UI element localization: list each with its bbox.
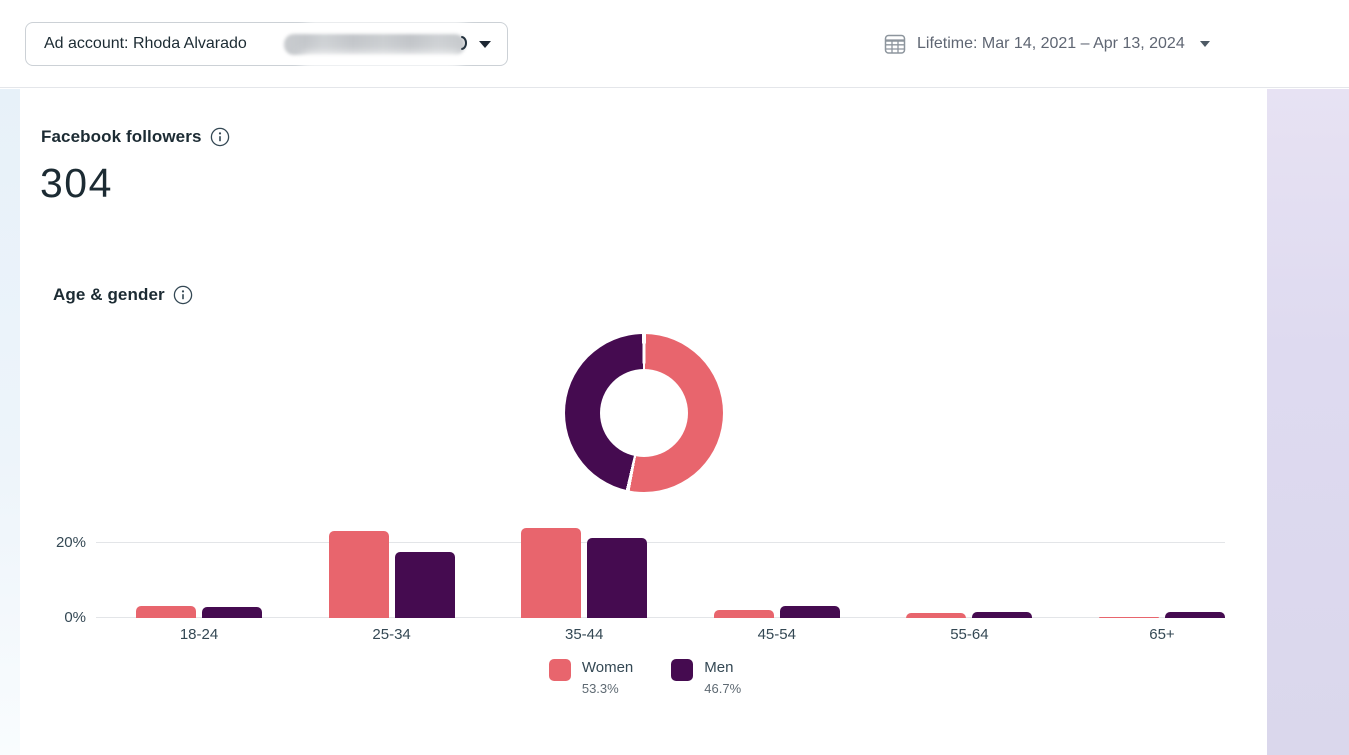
age-gender-title: Age & gender [53, 285, 165, 304]
bar-men-65+[interactable] [1164, 612, 1225, 618]
x-axis-label-55-64: 55-64 [950, 626, 989, 643]
y-axis-tick-0: 0% [64, 609, 86, 626]
legend-item-women: Women 53.3% [548, 659, 634, 696]
bar-group-45-54 [713, 606, 840, 618]
bar-group-35-44 [521, 528, 648, 618]
bar-men-18-24[interactable] [202, 607, 262, 618]
x-axis-label-18-24: 18-24 [179, 626, 219, 643]
bar-group-65+ [1098, 612, 1225, 618]
info-icon[interactable] [173, 285, 193, 305]
gender-donut-chart[interactable] [565, 334, 723, 492]
x-axis-label-35-44: 35-44 [565, 626, 604, 643]
legend-item-men: Men 46.7% [671, 659, 741, 696]
bar-group-18-24 [136, 606, 262, 618]
chevron-down-icon [479, 40, 491, 48]
gridline-20pct [96, 542, 1225, 543]
bar-groups [96, 506, 1225, 618]
right-background-band [1267, 89, 1349, 755]
women-color-swatch [548, 659, 571, 681]
ad-account-dropdown[interactable]: Ad account: Rhoda Alvarado [25, 22, 508, 66]
redaction-artifact [461, 36, 467, 50]
bar-group-55-64 [906, 612, 1033, 618]
ad-account-label: Ad account: Rhoda Alvarado [44, 35, 247, 52]
gridline-0pct [96, 617, 1225, 618]
legend-pct-women: 53.3% [581, 681, 619, 696]
date-range-picker[interactable]: Lifetime: Mar 14, 2021 – Apr 13, 2024 [884, 30, 1210, 58]
date-range-label: Lifetime: Mar 14, 2021 – Apr 13, 2024 [917, 35, 1185, 52]
calendar-icon [884, 33, 906, 55]
redacted-account-id [284, 34, 465, 55]
bar-men-55-64[interactable] [972, 612, 1033, 618]
left-background-strip [0, 89, 20, 755]
y-axis-tick-20: 20% [55, 534, 86, 551]
info-icon[interactable] [210, 127, 230, 147]
bar-group-25-34 [328, 531, 455, 618]
followers-title: Facebook followers [41, 127, 202, 146]
x-axis-labels: 18-24 25-34 35-44 45-54 55-64 65+ [96, 626, 1225, 643]
followers-count: 304 [40, 160, 113, 206]
legend-label-women: Women [581, 659, 634, 676]
followers-section-header: Facebook followers [41, 127, 230, 147]
chevron-down-icon [1199, 41, 1210, 47]
redaction-smudge [303, 3, 468, 24]
legend-label-men: Men [704, 659, 734, 676]
donut-hole [600, 369, 688, 457]
bar-women-35-44[interactable] [521, 528, 582, 618]
x-axis-label-45-54: 45-54 [757, 626, 796, 643]
bar-men-35-44[interactable] [587, 538, 648, 618]
x-axis-label-65+: 65+ [1149, 626, 1175, 643]
bar-men-45-54[interactable] [779, 606, 840, 618]
age-gender-section-header: Age & gender [53, 285, 193, 305]
chart-legend: Women 53.3% Men 46.7% [0, 659, 1290, 696]
bar-men-25-34[interactable] [394, 552, 455, 618]
bar-women-45-54[interactable] [713, 610, 774, 618]
bar-women-18-24[interactable] [136, 606, 196, 618]
top-bar: Ad account: Rhoda Alvarado Lifetime: Mar… [0, 0, 1349, 88]
age-gender-bar-chart [96, 506, 1225, 618]
bar-women-65+[interactable] [1098, 616, 1159, 618]
bar-women-55-64[interactable] [906, 612, 967, 618]
x-axis-label-25-34: 25-34 [372, 626, 411, 643]
men-color-swatch [671, 659, 694, 681]
bar-women-25-34[interactable] [328, 531, 389, 618]
legend-pct-men: 46.7% [704, 681, 742, 696]
